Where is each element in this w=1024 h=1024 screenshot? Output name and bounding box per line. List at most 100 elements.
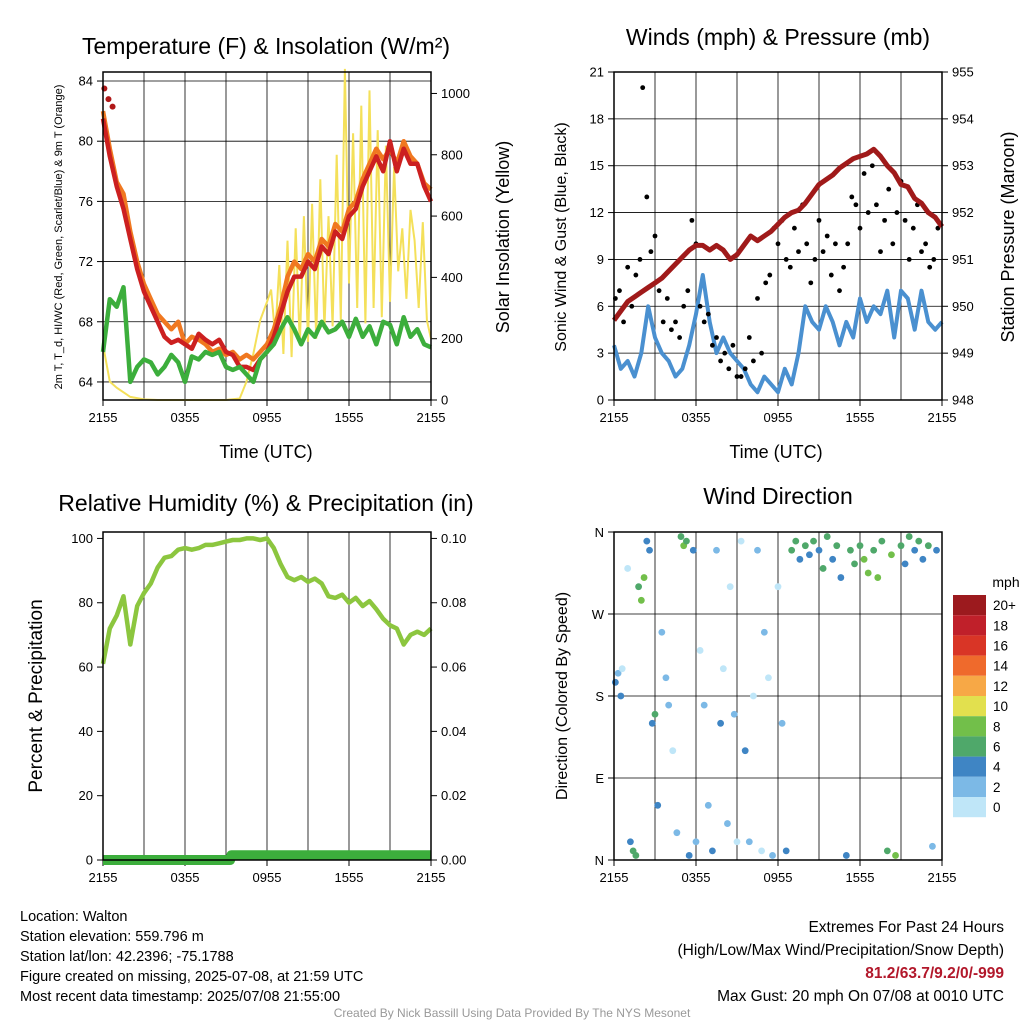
wind-gust-point [853, 202, 859, 208]
wind-gust-point [878, 249, 883, 255]
extremes-subheading: (High/Low/Max Wind/Precipitation/Snow De… [677, 942, 1005, 959]
winddir-point [677, 533, 685, 540]
speed-legend-label: 16 [993, 639, 1008, 654]
wind-ytick-label: 15 [590, 158, 604, 173]
temp-xtick-label: 2155 [89, 410, 118, 425]
wind-title: Winds (mph) & Pressure (mb) [626, 24, 930, 50]
winddir-point [750, 692, 757, 700]
wind-gust-point [617, 288, 622, 294]
winddir-point [864, 569, 872, 577]
winddir-title: Wind Direction [703, 483, 853, 509]
wind-ytick-label: 3 [597, 346, 604, 361]
wind-gust-point [816, 217, 822, 223]
winddir-xtick-label: 0955 [764, 870, 793, 885]
winddir-point [713, 546, 720, 554]
wind-ytick-label-right: 949 [952, 346, 974, 361]
temp-xlabel: Time (UTC) [219, 442, 312, 462]
wind-gust-point [660, 319, 666, 325]
rh-ytick-label-right: 0.08 [441, 595, 466, 610]
speed-legend-label: 0 [993, 800, 1001, 815]
winddir-point [901, 560, 909, 568]
temp-series-line-0 [100, 110, 433, 362]
wind-gust-point [710, 342, 715, 348]
wind-gust-point [714, 335, 719, 340]
temp-ytick-label-right: 1000 [441, 86, 470, 101]
winddir-point [911, 546, 919, 554]
elevation-text: Station elevation: 559.796 m [20, 929, 204, 945]
winddir-point [730, 710, 738, 718]
winddir-point [810, 537, 817, 545]
wind-gust-point [869, 163, 875, 169]
winddir-point [696, 647, 704, 654]
wind-speed-line [612, 273, 944, 395]
temp-hiwc-point [109, 103, 116, 110]
wind-gust-point [755, 296, 760, 301]
winddir-point [870, 546, 878, 554]
speed-legend-swatch [953, 595, 986, 616]
wind-ytick-label-right: 954 [952, 111, 974, 126]
plot-layer: 2155 0355 0955 1555 215564687276808402004006… [71, 65, 1016, 886]
winddir-point [878, 537, 886, 545]
winddir-point [806, 551, 813, 559]
temp-ytick-label: 64 [79, 374, 93, 389]
temp-ytick-label-right: 400 [441, 270, 463, 285]
winddir-point [719, 665, 727, 673]
winddir-point [796, 555, 804, 563]
winddir-point [709, 847, 716, 855]
winddir-point [624, 565, 632, 572]
wind-gust-point [746, 335, 752, 340]
winddir-point [611, 678, 619, 686]
wind-ytick-label: 0 [597, 393, 604, 408]
rh-ytick-label-right: 0.02 [441, 788, 466, 803]
temp-ytick-label-right: 0 [441, 393, 448, 408]
winddir-point [692, 838, 700, 846]
wind-xlabel: Time (UTC) [729, 442, 822, 462]
wind-gust-point [906, 257, 912, 262]
winddir-point [924, 542, 932, 550]
wind-gust-point [783, 257, 789, 262]
wind-gust-point [849, 194, 855, 200]
wind-gust-point [652, 233, 658, 239]
wind-gust-point [820, 249, 826, 255]
speed-legend-swatch [953, 615, 986, 636]
wind-gust-point [673, 319, 678, 325]
wind-gust-point [910, 225, 916, 231]
wind-gust-point [718, 358, 723, 364]
winddir-point [801, 542, 809, 550]
extremes-heading: Extremes For Past 24 Hours [808, 919, 1004, 936]
rh-xtick-label: 2155 [417, 870, 446, 885]
wind-gust-point [677, 335, 682, 340]
wind-gust-point [726, 366, 732, 372]
temp-series-line-2 [100, 284, 432, 385]
winddir-point [643, 537, 651, 545]
wind-gust-point [767, 272, 773, 278]
wind-gust-point [629, 303, 635, 309]
winddir-point [897, 542, 905, 550]
winddir-point [654, 801, 662, 809]
wind-ytick-label: 9 [597, 252, 604, 267]
wind-gust-point [689, 217, 695, 223]
wind-gust-point [681, 303, 687, 309]
winddir-point [632, 852, 640, 859]
winddir-point [929, 842, 936, 850]
max-gust-text: Max Gust: 20 mph On 07/08 at 0010 UTC [717, 988, 1004, 1005]
wind-gust-point [902, 217, 908, 223]
wind-gust-point [812, 257, 818, 262]
wind-ytick-label: 12 [590, 205, 604, 220]
pressure-line [611, 146, 945, 322]
winddir-point [758, 847, 765, 855]
wind-gust-point [890, 241, 896, 247]
wind-gust-point [637, 257, 643, 262]
wind-ytick-label-right: 953 [952, 158, 974, 173]
wind-gust-point [931, 257, 937, 262]
temp-title: Temperature (F) & Insolation (W/m²) [82, 33, 450, 59]
winddir-point [640, 574, 648, 581]
rh-ytick-label: 20 [79, 788, 93, 803]
recent-data-text: Most recent data timestamp: 2025/07/08 2… [20, 989, 341, 1005]
speed-legend-label: 8 [993, 719, 1001, 734]
winddir-ytick-label: N [595, 853, 604, 868]
winddir-point [683, 537, 690, 545]
wind-xtick-label: 0355 [682, 410, 711, 425]
credit-text: Created By Nick Bassill Using Data Provi… [333, 1006, 691, 1020]
wind-ytick-label-right: 948 [952, 393, 974, 408]
